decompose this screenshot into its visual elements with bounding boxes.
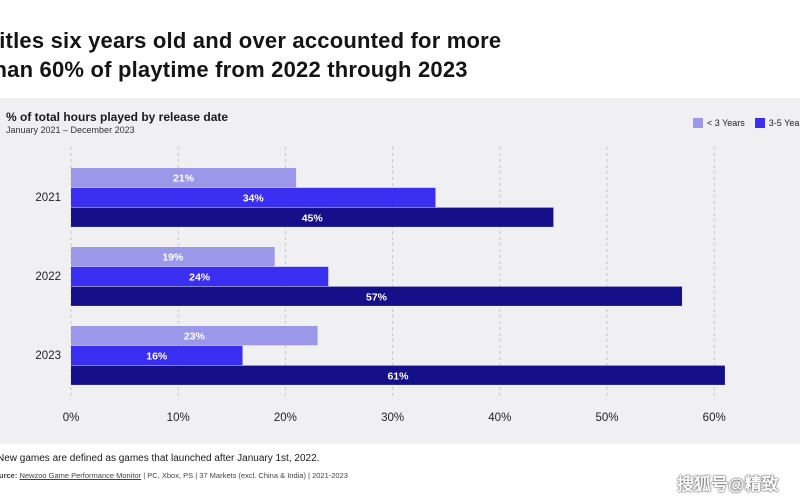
bar — [71, 247, 275, 267]
headline-line-2: than 60% of playtime from 2022 through 2… — [0, 57, 468, 82]
bar-data-label: 61% — [387, 370, 409, 382]
x-tick-label: 10% — [167, 412, 190, 424]
chart-title: % of total hours played by release date — [6, 110, 229, 124]
category-label: 2022 — [35, 271, 61, 283]
bar-data-label: 34% — [243, 192, 265, 204]
x-tick-label: 60% — [703, 412, 726, 424]
bar — [71, 187, 436, 208]
category-label: 2023 — [35, 350, 61, 362]
chart-subtitle: January 2021 – December 2023 — [6, 125, 135, 135]
bar — [71, 365, 725, 385]
source-details: | PC, Xbox, PS | 37 Markets (excl. China… — [141, 471, 348, 480]
legend-item-under-3-years: < 3 Years — [693, 118, 745, 128]
bar-data-label: 45% — [302, 212, 324, 224]
chart-legend: < 3 Years 3-5 Years — [693, 118, 800, 128]
bar-data-label: 23% — [184, 331, 206, 343]
legend-swatch-3-5-years — [754, 118, 765, 128]
bar — [71, 207, 554, 227]
bar — [71, 266, 329, 287]
bar — [71, 326, 318, 346]
bar-data-label: 19% — [162, 252, 184, 264]
legend-swatch-under-3-years — [693, 118, 703, 128]
source-line: urce: Newzoo Game Performance Monitor | … — [0, 471, 348, 480]
bar-data-label: 57% — [366, 291, 388, 303]
x-tick-label: 30% — [381, 412, 404, 424]
watermark: 搜狐号@精致 — [677, 475, 779, 494]
bar-data-label: 21% — [173, 173, 195, 185]
x-tick-label: 50% — [595, 412, 618, 424]
headline: Titles six years old and over accounted … — [0, 26, 800, 84]
bar-data-label: 24% — [189, 271, 211, 283]
x-tick-label: 0% — [63, 412, 80, 424]
source-link[interactable]: Newzoo Game Performance Monitor — [19, 471, 142, 480]
legend-label-3-5-years: 3-5 Years — [768, 118, 800, 128]
headline-line-1: Titles six years old and over accounted … — [0, 28, 502, 53]
x-tick-label: 40% — [488, 412, 511, 424]
bar-data-label: 16% — [146, 350, 168, 362]
legend-label-under-3-years: < 3 Years — [707, 118, 745, 128]
bar — [71, 286, 683, 306]
footnote: New games are defined as games that laun… — [0, 453, 320, 464]
category-label: 2021 — [35, 192, 61, 204]
bar — [71, 345, 243, 366]
source-label: urce: — [0, 471, 18, 480]
legend-item-3-5-years: 3-5 Years — [754, 118, 800, 128]
bar — [71, 168, 297, 188]
x-tick-label: 20% — [274, 412, 297, 424]
